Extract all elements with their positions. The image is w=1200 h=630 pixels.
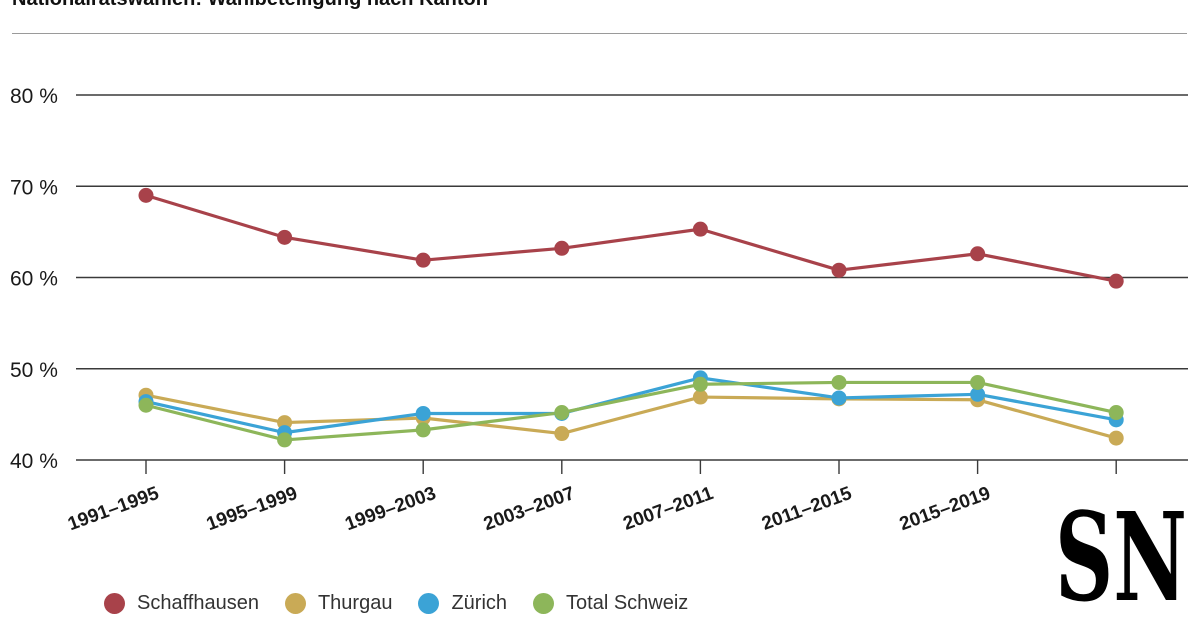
data-point: [554, 405, 570, 421]
x-tick-label: 2015–2019: [897, 483, 994, 535]
chart-title: Nationalratswahlen: Wahlbeteiligung nach…: [12, 0, 488, 11]
legend-swatch: [104, 593, 125, 614]
x-axis-ticks: 1991–1995 1995–1999 1999–2003 2003–2007 2007…: [65, 460, 1117, 535]
legend-swatch: [284, 593, 306, 614]
y-tick-label: 80 %: [10, 85, 58, 108]
data-point: [831, 374, 847, 390]
x-tick-label: 1991–1995: [65, 483, 162, 535]
data-point: [831, 390, 847, 406]
legend: Schaffhausen Thurgau Zürich Total Schweiz: [104, 592, 714, 615]
series-points: [138, 187, 1124, 448]
legend-label: Total Schweiz: [566, 592, 689, 614]
x-tick-label: 2007–2011: [621, 483, 717, 535]
legend-label: Zürich: [451, 592, 508, 614]
data-point: [692, 221, 708, 237]
data-point: [692, 389, 708, 405]
legend-label: Thurgau: [317, 592, 393, 614]
legend-label: Schaffhausen: [137, 592, 259, 614]
data-point: [277, 432, 293, 448]
legend-item: Total Schweiz: [533, 592, 688, 615]
data-point: [415, 405, 431, 421]
legend-item: Schaffhausen: [104, 592, 259, 615]
data-point: [554, 240, 570, 256]
data-point: [970, 246, 986, 262]
legend-swatch: [533, 593, 555, 614]
data-point: [1108, 273, 1124, 289]
x-tick-label: 1995–1999: [204, 483, 301, 535]
series-lines: [145, 193, 1117, 442]
gridlines: [76, 94, 1188, 461]
series-line: [145, 380, 1117, 442]
data-point: [415, 252, 431, 268]
data-point: [1108, 430, 1124, 446]
data-point: [970, 386, 986, 402]
data-point: [692, 376, 708, 392]
data-point: [831, 262, 847, 278]
title-rule: [12, 33, 1187, 34]
legend-item: Thurgau: [284, 592, 393, 615]
y-axis-ticks: 40 % 50 % 60 % 70 % 80 %: [10, 85, 58, 473]
y-tick-label: 50 %: [10, 359, 58, 382]
legend-item: Zürich: [418, 592, 507, 615]
x-tick-label: 1999–2003: [342, 483, 439, 535]
y-tick-label: 70 %: [10, 176, 58, 199]
data-point: [1108, 405, 1124, 421]
data-point: [277, 229, 293, 245]
line-chart: 40 %50 %60 %70 %80 % 1991–1995 1995–1999 1…: [10, 85, 1188, 535]
data-point: [138, 187, 154, 203]
x-tick-label: 2003–2007: [481, 483, 578, 535]
x-tick-label: 2011–2015: [759, 483, 855, 535]
legend-swatch: [418, 593, 440, 614]
y-tick-label: 40 %: [10, 450, 58, 473]
y-tick-label: 60 %: [10, 268, 58, 291]
data-point: [554, 426, 570, 442]
data-point: [415, 422, 431, 438]
data-point: [970, 374, 986, 390]
sn-logo: SN: [1055, 496, 1187, 608]
data-point: [138, 397, 154, 413]
series-line: [145, 393, 1117, 440]
logo-text: SN: [1055, 496, 1187, 608]
series-line: [145, 376, 1117, 435]
series-line: [145, 193, 1117, 283]
